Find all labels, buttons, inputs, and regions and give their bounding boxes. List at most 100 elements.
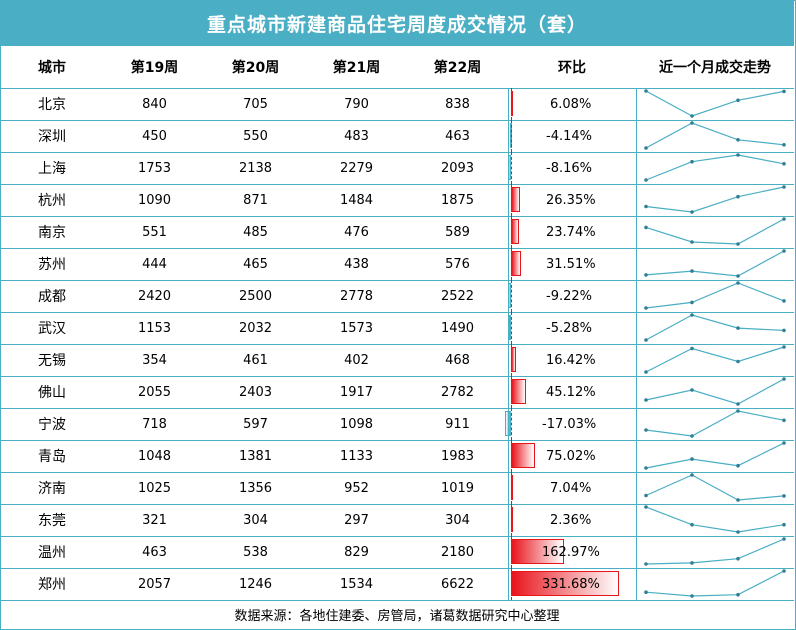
trend-point xyxy=(690,561,694,565)
trend-sparkline xyxy=(644,537,786,566)
change-label: 331.68% xyxy=(542,576,600,592)
trend-point xyxy=(736,359,740,364)
trend-point xyxy=(782,143,786,147)
change-axis-line xyxy=(511,504,512,536)
trend-point xyxy=(690,457,694,461)
change-cell: 162.97% xyxy=(508,536,636,568)
trend-sparkline xyxy=(644,377,786,406)
header-city: 城市 xyxy=(38,60,66,76)
week-19-value: 1090 xyxy=(137,192,172,208)
table-row: 成都 2420 2500 2778 2522 -9.22% xyxy=(0,280,794,313)
trend-point xyxy=(690,210,694,214)
week-19-value: 1753 xyxy=(137,160,172,176)
trend-point xyxy=(644,505,648,509)
header-trend: 近一个月成交走势 xyxy=(659,60,771,76)
change-bar xyxy=(511,251,522,276)
week-22-value: 304 xyxy=(445,512,470,528)
week-22-value: 1490 xyxy=(440,320,475,336)
city-name: 南京 xyxy=(38,225,66,241)
change-label: 7.04% xyxy=(550,480,592,496)
week-22-value: 1019 xyxy=(440,480,475,496)
week-20-value: 461 xyxy=(243,352,268,368)
change-axis-line xyxy=(511,216,512,248)
change-label: 75.02% xyxy=(546,448,596,464)
change-bar xyxy=(511,571,619,596)
week-22-value: 838 xyxy=(445,96,470,112)
week-19-value: 551 xyxy=(142,224,167,240)
trend-point xyxy=(736,498,740,502)
city-name: 郑州 xyxy=(38,577,66,593)
trend-point xyxy=(690,121,694,125)
table-row: 南京 551 485 476 589 23.74% xyxy=(0,216,794,249)
change-label: 16.42% xyxy=(546,352,596,368)
week-21-value: 1484 xyxy=(339,192,374,208)
trend-point xyxy=(736,153,740,157)
change-label: 162.97% xyxy=(542,544,600,560)
week-21-value: 952 xyxy=(344,480,369,496)
trend-point xyxy=(736,281,740,285)
change-label: 2.36% xyxy=(550,512,592,528)
city-name: 成都 xyxy=(38,289,66,305)
change-cell: 331.68% xyxy=(508,568,636,600)
city-name: 深圳 xyxy=(38,129,66,145)
change-axis-line xyxy=(511,376,512,408)
week-19-value: 1153 xyxy=(137,320,172,336)
week-21-value: 402 xyxy=(344,352,369,368)
week-19-value: 354 xyxy=(142,352,167,368)
trend-point xyxy=(644,146,648,150)
table-row: 宁波 718 597 1098 911 -17.03% xyxy=(0,408,794,441)
trend-point xyxy=(736,556,740,561)
trend-line xyxy=(645,154,785,181)
trend-point xyxy=(736,530,740,534)
trend-sparkline xyxy=(644,313,786,342)
trend-sparkline xyxy=(644,409,786,438)
trend-point xyxy=(644,562,648,566)
week-20-value: 1381 xyxy=(238,448,273,464)
trend-point xyxy=(690,522,694,527)
trend-point xyxy=(644,466,648,470)
table-row: 无锡 354 461 402 468 16.42% xyxy=(0,344,794,377)
trend-point xyxy=(736,326,740,330)
week-20-value: 538 xyxy=(243,544,268,560)
trend-line xyxy=(645,506,785,533)
trend-line xyxy=(645,346,785,373)
trend-point xyxy=(690,388,694,392)
change-axis-line xyxy=(511,440,512,472)
change-cell: 7.04% xyxy=(508,472,636,504)
week-21-value: 476 xyxy=(344,224,369,240)
trend-point xyxy=(782,441,786,445)
trend-point xyxy=(690,240,694,244)
week-19-value: 2057 xyxy=(137,576,172,592)
trend-point xyxy=(644,225,648,230)
table-row: 佛山 2055 2403 1917 2782 45.12% xyxy=(0,376,794,409)
city-name: 无锡 xyxy=(38,353,66,369)
week-20-value: 2500 xyxy=(238,288,273,304)
change-label: -17.03% xyxy=(542,416,597,432)
change-label: -5.28% xyxy=(546,320,592,336)
change-axis-line xyxy=(511,184,512,216)
change-axis-line xyxy=(511,472,512,504)
table-title: 重点城市新建商品住宅周度成交情况（套） xyxy=(0,0,794,46)
trend-point xyxy=(782,185,786,189)
change-cell: 6.08% xyxy=(508,88,636,120)
trend-point xyxy=(782,249,786,253)
week-21-value: 790 xyxy=(344,96,369,112)
trend-line xyxy=(645,570,785,597)
trend-point xyxy=(690,269,694,273)
week-21-value: 297 xyxy=(344,512,369,528)
trend-point xyxy=(782,418,786,423)
change-axis-line xyxy=(511,280,512,312)
change-cell: 45.12% xyxy=(508,376,636,408)
change-axis-line xyxy=(511,120,512,152)
week-22-value: 2180 xyxy=(440,544,475,560)
table-row: 武汉 1153 2032 1573 1490 -5.28% xyxy=(0,312,794,345)
week-19-value: 1048 xyxy=(137,448,172,464)
city-name: 佛山 xyxy=(38,385,66,401)
week-22-value: 911 xyxy=(445,416,470,432)
trend-point xyxy=(782,345,786,349)
column-separator xyxy=(636,88,637,600)
city-name: 济南 xyxy=(38,481,66,497)
change-axis-line xyxy=(511,344,512,376)
change-cell: 31.51% xyxy=(508,248,636,280)
week-19-value: 450 xyxy=(142,128,167,144)
